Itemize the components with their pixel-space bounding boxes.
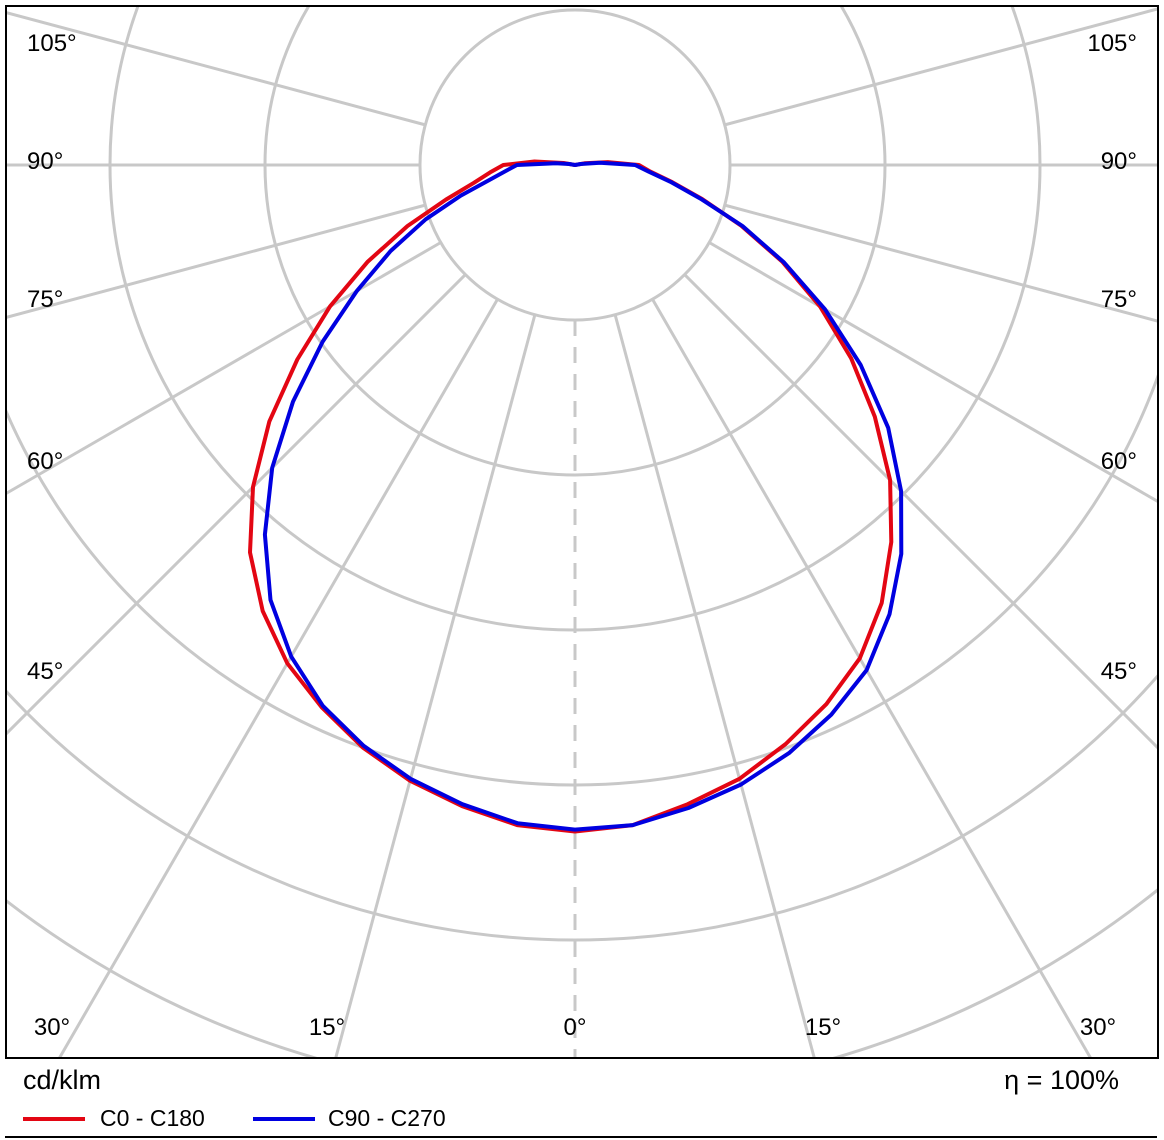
grid-radial-right-75 (724, 203, 1157, 323)
legend-footer: cd/klm η = 100% C0 - C180 C90 - C270 (5, 1061, 1157, 1138)
angle-label: 105° (27, 30, 77, 57)
grid-ring-320 (7, 373, 1157, 787)
angle-label: 0° (564, 1014, 587, 1041)
angle-label: 15° (309, 1014, 345, 1041)
legend-label-c90-c270: C90 - C270 (328, 1105, 446, 1131)
angle-label: 90° (1101, 148, 1137, 175)
angle-label: 60° (27, 448, 63, 475)
angle-label: 75° (1101, 286, 1137, 313)
polar-plot-svg: 105° 90° 75° 60° 45° 105° 90° 75° 60° 45° 30° 15° 0°… (7, 7, 1157, 1057)
grid-radial-right-30 (651, 298, 1092, 1057)
angle-label: 60° (1101, 448, 1137, 475)
legend-label-c0-c180: C0 - C180 (100, 1105, 205, 1131)
angle-label: 30° (1080, 1014, 1116, 1041)
polar-chart-frame: 105° 90° 75° 60° 45° 105° 90° 75° 60° 45° 30° 15° 0°… (5, 5, 1159, 1059)
angle-label: 45° (27, 658, 63, 685)
angle-label: 15° (805, 1014, 841, 1041)
angle-label: 75° (27, 286, 63, 313)
angle-label: 105° (1087, 30, 1137, 57)
grid-radial-right-60 (708, 241, 1157, 503)
legend-swatch-c90-c270 (253, 1117, 315, 1121)
grid-radial-right-15 (613, 314, 816, 1057)
curve-C90-C270 (262, 160, 904, 832)
grid-radial-right-105 (724, 7, 1157, 127)
grid-ring-400 (7, 674, 1157, 942)
unit-label: cd/klm (23, 1065, 102, 1095)
efficiency-label: η = 100% (1004, 1065, 1119, 1095)
grid-radial-left-60 (7, 241, 442, 495)
grid-radial-right-45 (683, 273, 1157, 750)
grid-radial-left-45 (7, 273, 467, 736)
grid-radial-left-15 (334, 314, 537, 1057)
grid-radial-left-105 (7, 11, 426, 127)
angle-label: 90° (27, 148, 63, 175)
angle-label: 30° (34, 1014, 70, 1041)
grid-radial-left-30 (58, 298, 499, 1057)
legend-swatch-c0-c180 (23, 1117, 85, 1121)
angle-label: 45° (1101, 658, 1137, 685)
grid-radial-left-75 (7, 203, 426, 319)
